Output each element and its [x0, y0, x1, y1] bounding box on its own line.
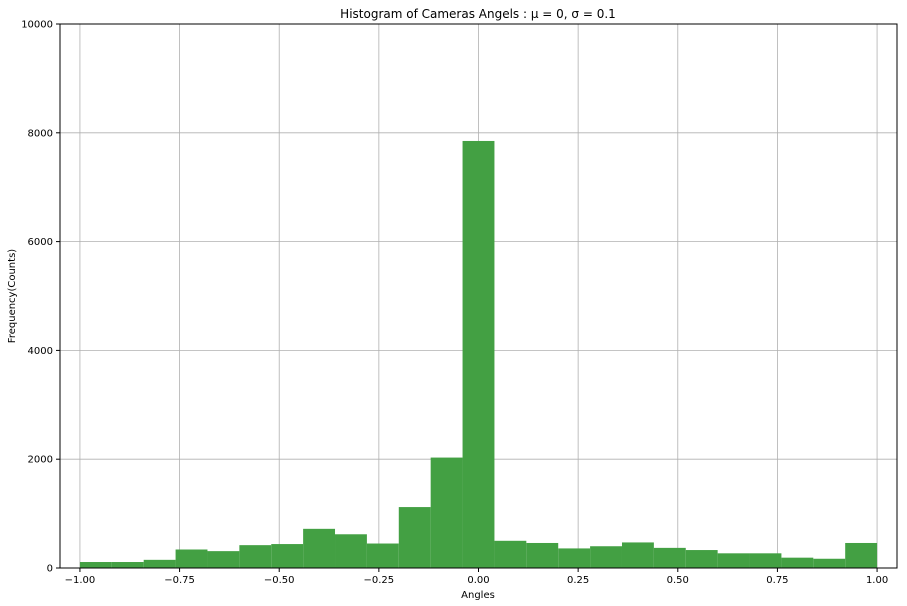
histogram-bar	[79, 562, 112, 568]
x-axis-label: Angles	[461, 590, 495, 601]
x-tick-label: −0.75	[164, 575, 195, 586]
histogram-bar	[462, 140, 495, 568]
x-tick-label: −0.25	[364, 575, 395, 586]
x-tick-label: 0.25	[567, 575, 589, 586]
y-axis-label: Frequency(Counts)	[7, 249, 18, 343]
histogram-bar	[271, 544, 304, 568]
bars-layer	[79, 140, 878, 568]
y-tick-label: 4000	[28, 346, 53, 357]
y-tick-label: 2000	[28, 455, 53, 466]
x-tick-label: −0.50	[264, 575, 295, 586]
histogram-bar	[717, 553, 750, 568]
histogram-bar	[335, 534, 367, 568]
histogram-bar	[685, 550, 718, 568]
histogram-bar	[558, 548, 591, 568]
y-tick-label: 10000	[21, 20, 53, 31]
histogram-bar	[366, 543, 399, 568]
histogram-bar	[494, 540, 527, 568]
x-tick-label: 0.50	[667, 575, 689, 586]
x-tick-label: 0.00	[467, 575, 489, 586]
histogram-bar	[749, 553, 782, 568]
y-tick-label: 0	[47, 564, 53, 575]
histogram-bar	[845, 542, 878, 568]
histogram-bar	[526, 542, 559, 568]
histogram-bar	[398, 507, 431, 568]
x-tick-label: −1.00	[65, 575, 96, 586]
histogram-bar	[175, 549, 208, 568]
histogram-bar	[143, 559, 176, 568]
histogram-bar	[303, 528, 336, 568]
y-tick-label: 8000	[28, 128, 53, 139]
histogram-bar	[813, 558, 846, 568]
histogram-bar	[590, 546, 622, 568]
histogram-bar	[781, 557, 814, 568]
histogram-bar	[653, 547, 686, 568]
y-tick-label: 6000	[28, 237, 53, 248]
x-tick-label: 1.00	[866, 575, 888, 586]
x-tick-label: 0.75	[766, 575, 788, 586]
histogram-bar	[621, 542, 654, 568]
histogram-bar	[239, 545, 272, 568]
x-ticks-layer: −1.00 −0.75 −0.50 −0.25 0.00 0.25 0.50 0.75 1.00	[65, 568, 888, 586]
histogram-bar	[207, 551, 240, 568]
histogram-bar	[111, 562, 144, 568]
y-ticks-layer: 0 2000 4000 6000 8000 10000	[21, 20, 60, 575]
histogram-bar	[430, 457, 463, 568]
chart-title: Histogram of Cameras Angels : μ = 0, σ =…	[340, 7, 616, 21]
